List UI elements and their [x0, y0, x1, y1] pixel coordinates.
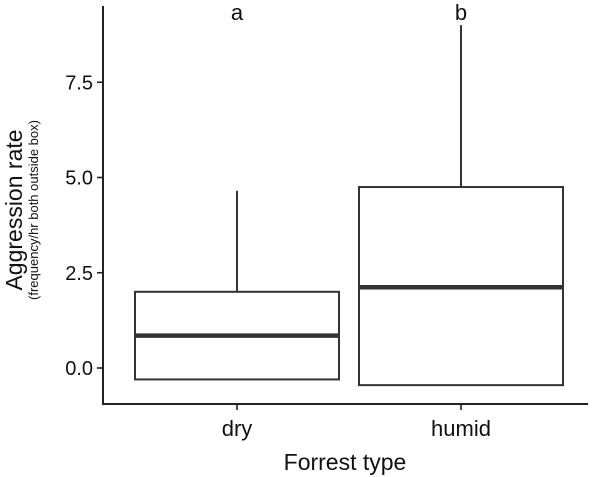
box-dry — [134, 190, 340, 381]
y-tick-label: 0.0 — [65, 358, 93, 380]
x-ticks: dry humid — [222, 404, 491, 441]
group-letter: b — [455, 0, 467, 25]
y-axis-subtitle: (frequency/hr both outside box) — [26, 120, 41, 300]
x-tick-label: humid — [431, 416, 491, 441]
y-tick-label: 5.0 — [65, 168, 93, 190]
y-ticks: 0.0 2.5 5.0 7.5 — [65, 72, 103, 380]
y-tick-label: 2.5 — [65, 263, 93, 285]
boxes — [134, 25, 564, 387]
y-axis-title: Aggression rate — [1, 129, 27, 290]
group-letter: a — [231, 0, 244, 25]
x-tick-label: dry — [222, 416, 253, 441]
y-tick-label: 7.5 — [65, 72, 93, 94]
box-humid — [358, 25, 564, 387]
x-axis-title: Forrest type — [284, 449, 407, 475]
